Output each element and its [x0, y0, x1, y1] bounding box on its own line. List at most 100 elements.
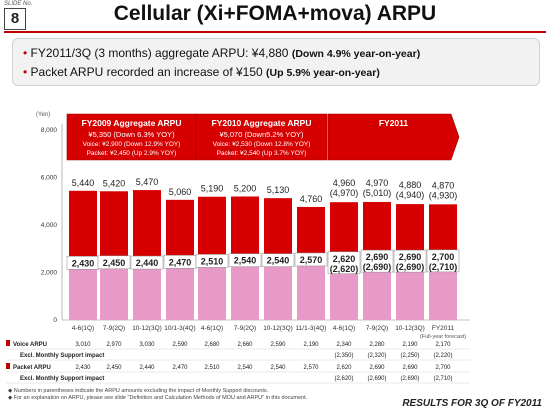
packet-label-box: [195, 254, 229, 268]
packet-label-box: [426, 249, 460, 273]
y-axis-label: (Yen): [36, 112, 50, 118]
category-label: 7-9(2Q): [234, 325, 256, 332]
packet-data-label: 2,570: [300, 255, 323, 265]
packet-data-label: 2,690: [399, 252, 422, 262]
table-row-label: Packet ARPU: [13, 365, 51, 371]
table-cell: 2,280: [369, 342, 385, 348]
period-box-line: Voice: ¥2,530 (Down 12.8% YOY): [213, 141, 311, 148]
period-box-line: Packet: ¥2,450 (Up 2.9% YOY): [87, 150, 177, 157]
voice-bar: [330, 202, 358, 258]
packet-label-box: [360, 249, 394, 273]
packet-label-box: [228, 253, 262, 267]
packet-label-box: [294, 252, 328, 267]
category-label: 4-6(1Q): [72, 325, 94, 332]
packet-bar: [100, 261, 128, 320]
period-box-line: Packet: ¥2,540 (Up 3.7% YOY): [217, 150, 307, 157]
total-data-label: 4,970: [366, 178, 389, 188]
table-cell: 2,690: [369, 365, 385, 371]
table-cell: 2,620: [336, 365, 352, 371]
category-label: 10-12(3Q): [395, 325, 425, 332]
table-cell: (2,620): [334, 376, 353, 382]
bullet-1-main: FY2011/3Q (3 months) aggregate ARPU: ¥4,…: [30, 46, 289, 60]
packet-data-label: 2,440: [136, 258, 159, 268]
table-cell: 2,450: [106, 365, 122, 371]
category-label: 4-6(1Q): [201, 325, 223, 332]
table-row-label: Excl. Monthly Support impact: [20, 353, 104, 359]
bullet-dot-icon: •: [23, 46, 28, 60]
table-cell: (2,690): [400, 376, 419, 382]
total-data-label: 5,440: [72, 178, 95, 188]
table-cell: 2,970: [106, 342, 122, 348]
bullet-2-note: (Up 5.9% year-on-year): [266, 67, 380, 79]
table-cell: (2,350): [334, 353, 353, 359]
table-cell: 2,690: [402, 365, 418, 371]
table-cell: 2,170: [435, 342, 451, 348]
voice-bar: [166, 199, 194, 262]
table-cell: 2,470: [172, 365, 188, 371]
packet-bar: [133, 262, 161, 320]
table-row-label: Voice ARPU: [13, 342, 47, 348]
total-data-label: 5,200: [234, 184, 257, 194]
voice-bar: [363, 201, 391, 257]
voice-bar: [429, 204, 457, 256]
table-cell: (2,690): [367, 376, 386, 382]
voice-bar: [100, 191, 128, 262]
forecast-label: (Full-year forecast): [420, 334, 466, 340]
packet-label-box: [130, 255, 164, 270]
footer-text: RESULTS FOR 3Q OF FY2011: [402, 398, 542, 409]
table-cell: 2,190: [303, 342, 319, 348]
packet-excl-label: (2,690): [396, 262, 425, 272]
bullet-2-main: Packet ARPU recorded an increase of ¥150: [30, 65, 263, 79]
period-box-line: ¥5,350 (Down 6.3% YOY): [88, 130, 175, 139]
table-cell: 2,340: [336, 342, 352, 348]
total-data-label: 4,760: [300, 194, 323, 204]
period-box-title: FY2009 Aggregate ARPU: [82, 118, 182, 128]
total-data-label: 4,960: [333, 178, 356, 188]
table-cell: 2,680: [204, 342, 220, 348]
summary-box: • FY2011/3Q (3 months) aggregate ARPU: ¥…: [12, 38, 540, 86]
voice-bar: [133, 190, 161, 263]
period-box: [195, 113, 328, 161]
period-box-line: ¥5,070 (Down5.2% YOY): [219, 130, 304, 139]
voice-bar: [198, 196, 226, 261]
packet-data-label: 2,450: [103, 258, 126, 268]
total-data-label: 5,470: [136, 177, 159, 187]
packet-bar: [198, 260, 226, 320]
slide-label: SLIDE No.: [4, 1, 33, 7]
packet-data-label: 2,690: [366, 252, 389, 262]
table-cell: 2,430: [75, 365, 91, 371]
total-data-label: 4,870: [432, 180, 455, 190]
table-cell: 2,510: [204, 365, 220, 371]
packet-data-label: 2,700: [432, 252, 455, 262]
table-cell: 3,030: [139, 342, 155, 348]
category-label: 4-6(1Q): [333, 325, 355, 332]
packet-data-label: 2,430: [72, 258, 95, 268]
category-label: 10/1-3(4Q): [164, 325, 195, 332]
footnote-1: ◆ Numbers in parentheses indicate the AR…: [8, 388, 269, 394]
packet-label-box: [261, 253, 295, 267]
slide-number: 8: [4, 8, 26, 30]
table-cell: 2,540: [270, 365, 286, 371]
y-tick-label: 2,000: [41, 270, 58, 277]
table-row-marker: [6, 340, 10, 346]
footnote-2: ◆ For an explanation on ARPU, please see…: [8, 395, 308, 401]
packet-bar: [69, 262, 97, 320]
table-cell: 2,660: [237, 342, 253, 348]
packet-excl-label: (2,690): [363, 262, 392, 272]
packet-data-label: 2,510: [201, 256, 224, 266]
category-label: 7-9(2Q): [366, 325, 388, 332]
total-data-label: 4,880: [399, 180, 422, 190]
packet-data-label: 2,540: [234, 256, 257, 266]
table-cell: (2,220): [433, 353, 452, 359]
period-box-title: FY2010 Aggregate ARPU: [212, 118, 312, 128]
table-cell: 2,190: [402, 342, 418, 348]
period-box-line: Voice: ¥2,900 (Down 12.9% YOY): [83, 141, 181, 148]
packet-data-label: 2,620: [333, 254, 356, 264]
packet-label-box: [97, 255, 131, 270]
total-excl-label: (4,940): [396, 190, 425, 200]
total-excl-label: (5,010): [363, 188, 392, 198]
category-label: 10-12(3Q): [132, 325, 162, 332]
total-excl-label: (4,970): [330, 188, 359, 198]
packet-excl-label: (2,710): [429, 262, 458, 272]
